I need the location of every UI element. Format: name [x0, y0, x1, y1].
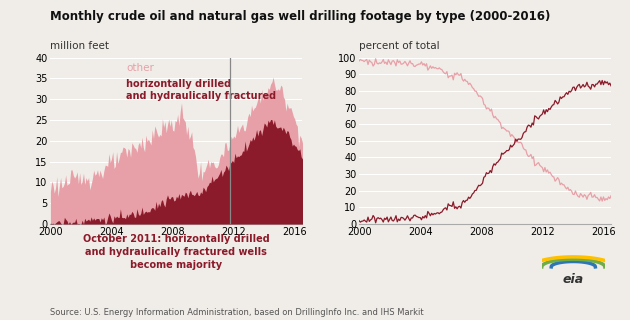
Text: other: other	[126, 63, 154, 73]
Text: eia: eia	[563, 273, 584, 286]
Text: million feet: million feet	[50, 41, 110, 51]
Text: Source: U.S. Energy Information Administration, based on DrillingInfo Inc. and I: Source: U.S. Energy Information Administ…	[50, 308, 424, 317]
Text: horizontally drilled
and hydraulically fractured: horizontally drilled and hydraulically f…	[126, 79, 276, 101]
Text: percent of total: percent of total	[359, 41, 440, 51]
Text: Monthly crude oil and natural gas well drilling footage by type (2000-2016): Monthly crude oil and natural gas well d…	[50, 10, 551, 23]
Text: October 2011: horizontally drilled
and hydraulically fractured wells
become majo: October 2011: horizontally drilled and h…	[83, 234, 270, 270]
